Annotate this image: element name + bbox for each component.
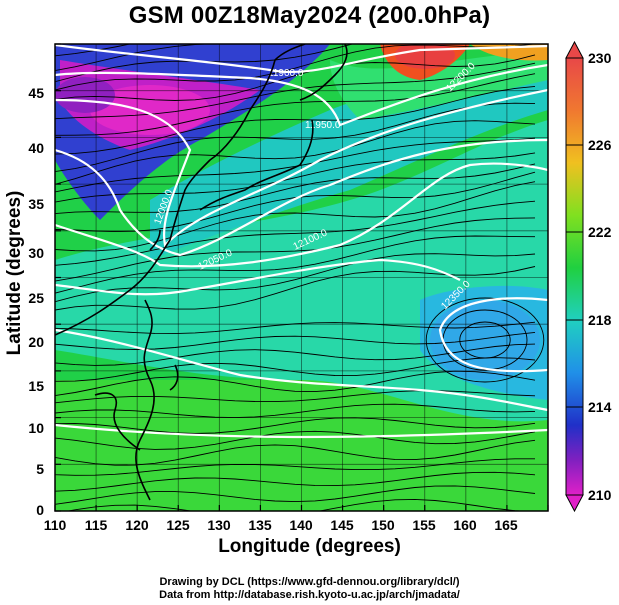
x-tick-label: 130 bbox=[207, 517, 231, 533]
streamline bbox=[55, 357, 536, 382]
x-tick-label: 145 bbox=[330, 517, 354, 533]
contour-label: 11950.0 bbox=[305, 120, 341, 131]
y-tick-label: 10 bbox=[28, 420, 44, 436]
x-tick-label: 125 bbox=[166, 517, 190, 533]
coastlines bbox=[55, 44, 348, 501]
x-tick-label: 115 bbox=[84, 517, 108, 533]
streamline bbox=[55, 417, 536, 434]
streamline bbox=[55, 73, 536, 136]
streamline bbox=[55, 171, 536, 234]
credit-data: Data from http://database.rish.kyoto-u.a… bbox=[159, 589, 460, 601]
streamline bbox=[55, 152, 536, 206]
colorbar-max-arrow bbox=[565, 40, 584, 59]
swirl-streamline bbox=[459, 321, 511, 359]
streamline bbox=[55, 62, 536, 122]
streamline bbox=[55, 181, 536, 252]
streamline bbox=[55, 253, 536, 304]
streamline bbox=[55, 321, 536, 335]
x-tick-label: 110 bbox=[43, 517, 67, 533]
colorbar-label: 226 bbox=[588, 137, 612, 153]
streamline bbox=[55, 439, 536, 466]
streamline bbox=[55, 120, 536, 185]
streamline bbox=[55, 44, 215, 72]
streamline bbox=[55, 430, 536, 450]
x-axis-label: Longitude (degrees) bbox=[218, 536, 401, 557]
x-tick-label: 155 bbox=[412, 517, 436, 533]
axis-ticks bbox=[54, 43, 549, 512]
y-tick-label: 20 bbox=[28, 334, 44, 350]
swirl-streamline bbox=[425, 297, 545, 383]
colorbar-label: 230 bbox=[588, 50, 612, 66]
streamline bbox=[55, 54, 536, 108]
x-tick-label: 150 bbox=[371, 517, 395, 533]
colorbar-label: 218 bbox=[588, 312, 612, 328]
streamline bbox=[55, 85, 536, 155]
y-tick-label: 45 bbox=[28, 85, 44, 101]
streamline bbox=[55, 403, 536, 419]
x-tick-label: 165 bbox=[494, 517, 518, 533]
x-tick-label: 135 bbox=[248, 517, 272, 533]
chart-title: GSM 00Z18May2024 (200.0hPa) bbox=[128, 2, 491, 29]
streamline bbox=[55, 485, 536, 505]
wind-streamlines bbox=[55, 44, 545, 511]
streamline bbox=[55, 102, 536, 173]
y-tick-label: 0 bbox=[36, 502, 44, 518]
x-tick-label: 160 bbox=[453, 517, 477, 533]
colorbar-label: 210 bbox=[588, 487, 612, 503]
streamline bbox=[55, 235, 536, 294]
streamline bbox=[55, 331, 536, 350]
y-tick-label: 5 bbox=[36, 461, 44, 477]
colorbar bbox=[565, 40, 584, 513]
x-tick-label: 120 bbox=[125, 517, 149, 533]
streamline bbox=[55, 390, 536, 404]
y-tick-label: 35 bbox=[28, 196, 44, 212]
credit-drawing: Drawing by DCL (https://www.gfd-dennou.o… bbox=[159, 576, 460, 588]
streamline bbox=[55, 163, 536, 220]
y-tick-label: 30 bbox=[28, 245, 44, 261]
streamline bbox=[55, 217, 536, 282]
streamline bbox=[55, 44, 133, 57]
streamline bbox=[55, 200, 536, 266]
contour-label: 11900.0 bbox=[268, 68, 304, 79]
streamline bbox=[65, 498, 529, 511]
y-tick-label: 40 bbox=[28, 140, 44, 156]
colorbar-label: 214 bbox=[588, 399, 612, 415]
y-axis-label: Latitude (degrees) bbox=[4, 190, 25, 356]
y-tick-label: 25 bbox=[28, 290, 44, 306]
streamline bbox=[55, 471, 536, 492]
y-tick-label: 15 bbox=[28, 378, 44, 394]
colorbar-label: 222 bbox=[588, 224, 612, 240]
streamline bbox=[55, 137, 536, 193]
streamline bbox=[55, 44, 355, 83]
streamline bbox=[55, 458, 535, 476]
x-tick-label: 140 bbox=[289, 517, 313, 533]
colorbar-min-arrow bbox=[565, 494, 584, 513]
streamline bbox=[55, 370, 536, 397]
streamline bbox=[55, 266, 536, 318]
